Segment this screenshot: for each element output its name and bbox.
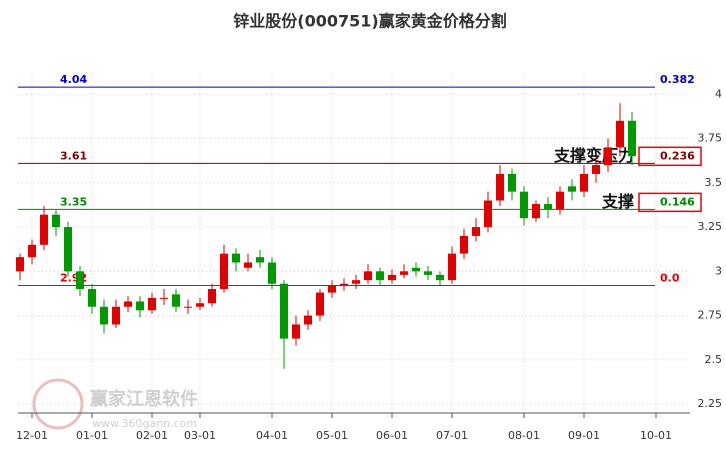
candle-body bbox=[64, 227, 72, 272]
candle-body bbox=[568, 186, 576, 192]
chart-title: 锌业股份(000751)赢家黄金价格分割 bbox=[233, 12, 506, 31]
candle-body bbox=[52, 214, 60, 228]
x-tick-label: 08-01 bbox=[508, 429, 540, 442]
y-tick-label: 3.25 bbox=[698, 220, 723, 233]
candle-body bbox=[88, 289, 96, 307]
y-tick-label: 2.25 bbox=[698, 397, 723, 410]
x-tick-label: 03-01 bbox=[184, 429, 216, 442]
candle-body bbox=[580, 173, 588, 192]
x-tick-label: 07-01 bbox=[436, 429, 468, 442]
annotation: 支撑变压力 bbox=[553, 146, 634, 165]
candle-body bbox=[172, 294, 180, 307]
candle-body bbox=[220, 253, 228, 290]
candle-body bbox=[400, 271, 408, 275]
x-tick-label: 10-01 bbox=[640, 429, 672, 442]
candle-body bbox=[112, 306, 120, 325]
y-tick-label: 4 bbox=[715, 87, 722, 100]
level-price-label: 3.35 bbox=[60, 195, 87, 208]
candle-body bbox=[232, 253, 240, 263]
y-tick-label: 2.75 bbox=[698, 309, 723, 322]
watermark-url: www.360gann.com bbox=[92, 417, 197, 430]
annotation: 支撑 bbox=[601, 192, 634, 211]
candle-body bbox=[352, 280, 360, 284]
annotation-box bbox=[638, 192, 702, 213]
candle-body bbox=[448, 253, 456, 281]
candle-body bbox=[520, 191, 528, 219]
candle-body bbox=[436, 274, 444, 281]
candle-body bbox=[592, 165, 600, 174]
candle-body bbox=[496, 173, 504, 201]
candle-body bbox=[328, 285, 336, 293]
y-tick-label: 3.5 bbox=[705, 176, 723, 189]
annotation-box bbox=[638, 146, 702, 167]
candle-body bbox=[148, 297, 156, 311]
candle-body bbox=[16, 257, 24, 272]
candle-body bbox=[508, 173, 516, 192]
y-tick-label: 2.5 bbox=[705, 353, 723, 366]
candle-body bbox=[364, 271, 372, 281]
candle-body bbox=[100, 306, 108, 325]
candle-body bbox=[628, 120, 636, 157]
x-tick-label: 01-01 bbox=[76, 429, 108, 442]
level-ratio-label: 0.236 bbox=[660, 149, 695, 162]
candle-body bbox=[40, 214, 48, 245]
y-tick-label: 3.75 bbox=[698, 132, 723, 145]
candle-body bbox=[412, 267, 420, 272]
candle-body bbox=[316, 292, 324, 316]
level-price-label: 3.61 bbox=[60, 149, 87, 162]
x-tick-label: 06-01 bbox=[376, 429, 408, 442]
candle-body bbox=[484, 200, 492, 228]
candle-body bbox=[460, 235, 468, 254]
candle-body bbox=[472, 227, 480, 236]
candle-body bbox=[268, 262, 276, 284]
candle-body bbox=[292, 324, 300, 339]
candle-body bbox=[556, 191, 564, 210]
candle-body bbox=[376, 271, 384, 281]
candle-body bbox=[424, 271, 432, 275]
candle-body bbox=[256, 257, 264, 263]
candle-body bbox=[76, 271, 84, 290]
level-ratio-label: 0.0 bbox=[660, 272, 680, 285]
candle-body bbox=[388, 274, 396, 281]
x-tick-label: 12-01 bbox=[16, 429, 48, 442]
level-ratio-label: 0.146 bbox=[660, 195, 695, 208]
level-ratio-label: 0.382 bbox=[660, 73, 695, 86]
candle-body bbox=[604, 147, 612, 166]
candle-body bbox=[196, 303, 204, 307]
candle-body bbox=[124, 301, 132, 307]
x-tick-label: 04-01 bbox=[256, 429, 288, 442]
candle-body bbox=[340, 283, 348, 286]
candle-body bbox=[304, 315, 312, 325]
level-price-label: 4.04 bbox=[60, 73, 87, 86]
candle-body bbox=[160, 297, 168, 299]
candle-body bbox=[136, 301, 144, 311]
watermark-text: 赢家江恩软件 bbox=[90, 388, 198, 410]
x-tick-label: 02-01 bbox=[136, 429, 168, 442]
candle-body bbox=[244, 262, 252, 268]
candle-body bbox=[28, 244, 36, 258]
candle-body bbox=[532, 204, 540, 219]
candle-body bbox=[280, 283, 288, 339]
candle-body bbox=[616, 120, 624, 148]
candle-body bbox=[544, 204, 552, 210]
y-tick-label: 3 bbox=[715, 264, 722, 277]
x-tick-label: 09-01 bbox=[568, 429, 600, 442]
x-tick-label: 05-01 bbox=[316, 429, 348, 442]
candle-body bbox=[184, 306, 192, 308]
watermark: 赢家江恩软件 www.360gann.com bbox=[32, 378, 198, 430]
candle-body bbox=[208, 289, 216, 304]
